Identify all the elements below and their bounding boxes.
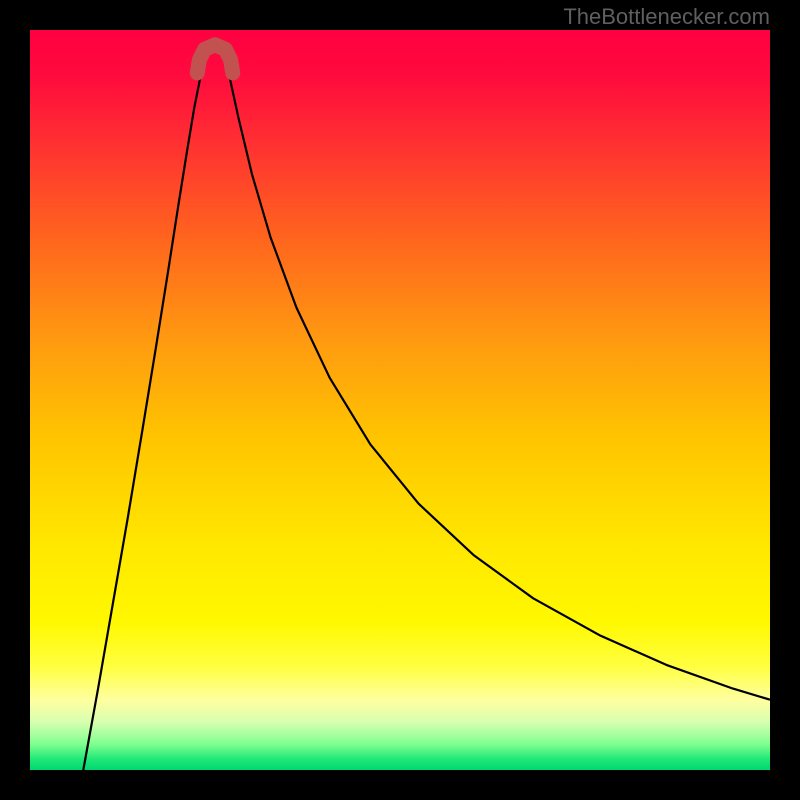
right-curve — [225, 60, 770, 700]
minimum-marker — [197, 45, 233, 73]
left-curve — [83, 60, 204, 770]
watermark-text: TheBottlenecker.com — [563, 4, 770, 30]
bottleneck-curve-chart — [0, 0, 800, 800]
